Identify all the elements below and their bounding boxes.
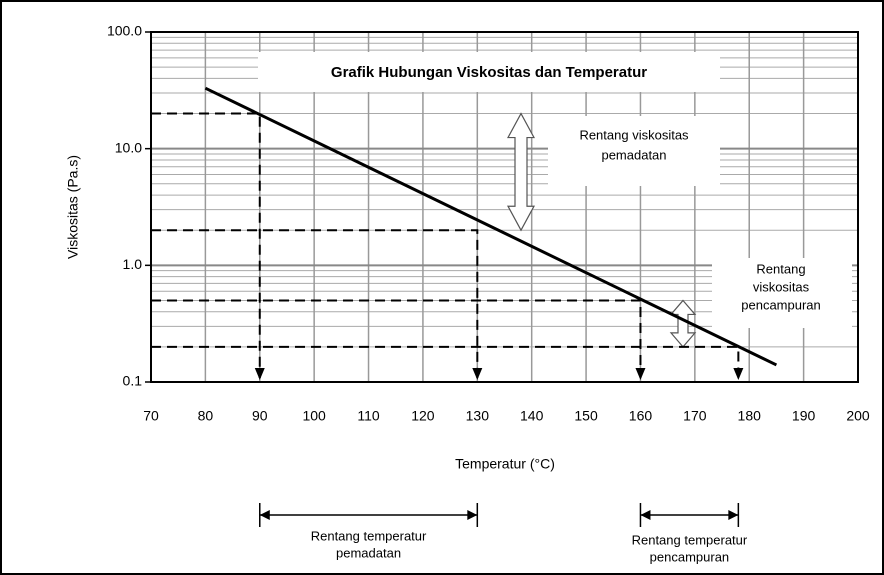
x-tick-label: 90 [252,408,268,424]
y-tick-label: 10.0 [115,139,142,155]
title-box [258,52,720,92]
x-tick-label: 140 [520,408,544,424]
annotation: viskositas [753,279,810,294]
arrow-head [467,510,478,520]
annotation: Rentang viskositas [579,127,689,142]
marks [151,86,778,380]
x-tick-label: 70 [143,408,159,424]
reference-line [151,112,261,378]
notes: Grafik Hubungan Viskositas dan Temperatu… [258,52,852,348]
annotation: Rentang temperatur [311,528,427,543]
reference-line [151,229,479,378]
y-tick-label: 1.0 [123,256,143,272]
annotation: Rentang [756,261,805,276]
annotation: pemadatan [601,147,666,162]
x-tick-label: 150 [574,408,598,424]
arrow-head [472,368,483,380]
x-tick-label: 190 [792,408,816,424]
note-box [712,258,852,328]
reference-line [151,345,740,378]
annotation: Rentang temperatur [632,532,748,547]
annotation: pencampuran [741,297,821,312]
annotation: pemadatan [336,545,401,560]
data-line [204,86,778,367]
y-tick-label: 0.1 [123,373,143,389]
chart-title: Grafik Hubungan Viskositas dan Temperatu… [331,64,647,81]
x-tick-label: 180 [738,408,762,424]
plot-frame [150,31,859,383]
arrow-head [254,368,265,380]
x-tick-label: 130 [466,408,490,424]
annotation: pencampuran [650,549,730,564]
y-axis-label: Viskositas (Pa.s) [65,155,81,259]
y-tick-label: 100.0 [107,23,142,39]
arrow-head [259,510,270,520]
x-tick-label: 160 [629,408,653,424]
arrow-head [733,368,744,380]
x-tick-label: 120 [411,408,435,424]
range-arrow [506,112,536,232]
note-box [548,116,720,186]
arrow-head [728,510,739,520]
x-tick-label: 110 [357,408,380,424]
x-tick-label: 170 [683,408,707,424]
arrow-head [635,368,646,380]
x-tick-label: 100 [302,408,326,424]
x-tick-label: 80 [198,408,214,424]
x-tick-label: 200 [846,408,870,424]
x-axis-label: Temperatur (°C) [455,456,555,472]
arrow-head [640,510,651,520]
